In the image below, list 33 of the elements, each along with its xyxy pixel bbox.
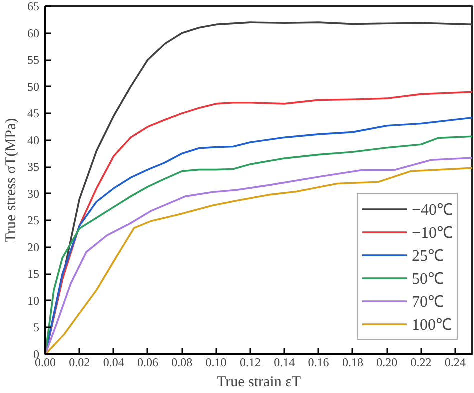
x-axis-title: True strain εT: [216, 374, 302, 390]
legend-label: −10℃: [412, 224, 453, 243]
x-tick-label: 0.16: [308, 356, 330, 370]
x-tick-label: 0.02: [69, 356, 90, 370]
legend-label: 25℃: [412, 247, 444, 266]
legend-label: 70℃: [412, 293, 444, 312]
x-tick-label: 0.06: [137, 356, 158, 370]
y-tick-label: 30: [28, 186, 40, 201]
y-tick-label: 45: [28, 106, 40, 121]
y-axis-title: True stress σT(MPa): [4, 118, 20, 243]
y-tick-label: 25: [28, 214, 40, 228]
x-tick-label: 0.20: [376, 356, 398, 370]
y-tick-label: 5: [34, 320, 40, 335]
x-tick-label: 0.12: [240, 356, 261, 370]
legend-label: 100℃: [412, 316, 452, 335]
x-tick-label: 0.04: [103, 356, 124, 370]
y-tick-label: 55: [28, 53, 40, 68]
y-tick-label: 10: [28, 294, 40, 308]
y-tick-label: 35: [28, 160, 40, 174]
legend-label: 50℃: [412, 270, 444, 289]
x-tick-label: 0.10: [206, 356, 227, 370]
y-tick-label: 20: [28, 240, 40, 254]
y-tick-label: 65: [28, 0, 40, 14]
y-tick-label: 60: [28, 26, 40, 40]
x-tick-label: 0.08: [172, 356, 193, 370]
x-tick-label: 0.18: [342, 356, 364, 370]
x-tick-label: 0.22: [410, 356, 432, 370]
legend-label: −40℃: [412, 201, 453, 220]
y-tick-label: 40: [28, 133, 40, 148]
y-tick-label: 15: [28, 267, 40, 282]
y-tick-label: 50: [28, 80, 40, 94]
x-tick-label: 0.14: [274, 356, 296, 370]
x-tick-label: 0.24: [444, 356, 466, 370]
